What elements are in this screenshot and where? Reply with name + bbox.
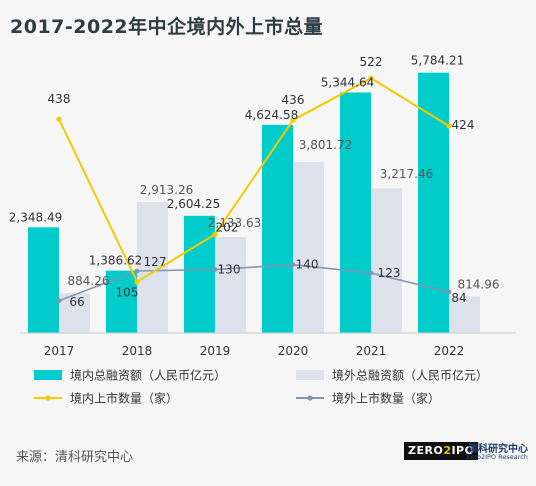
logo-mark-two: 2	[443, 444, 452, 457]
chart-svg: 2,348.49 884.26 1,386.62 2,913.262,604.25 2,…	[9, 54, 516, 406]
bar-domestic-2022	[418, 72, 449, 334]
legend-item-1-label: 境内总融资额（人民币亿元）	[70, 368, 226, 383]
label-domestic-amount-2019: 2,604.25	[167, 197, 220, 211]
label-overseas-count-2017: 66	[69, 295, 84, 309]
point-domestic-2022	[446, 123, 452, 129]
bar-overseas-2019	[215, 236, 246, 333]
point-overseas-2019	[212, 267, 218, 272]
label-domestic-count-2021: 522	[360, 55, 383, 69]
bar-domestic-2017	[28, 227, 59, 333]
label-domestic-amount-2022: 5,784.21	[411, 54, 464, 68]
bar-domestic-2018	[106, 270, 137, 333]
label-overseas-count-2022: 84	[451, 291, 466, 305]
line-domestic-count	[58, 77, 450, 284]
label-overseas-count-2020: 140	[296, 258, 319, 272]
bar-domestic-2021	[340, 92, 371, 333]
point-domestic-2018	[134, 279, 140, 285]
legend-item-3-marker	[45, 395, 51, 401]
label-overseas-count-2021: 123	[378, 266, 401, 280]
source-note: 来源：清科研究中心	[16, 450, 134, 465]
label-domestic-count-2018: 105	[116, 286, 139, 300]
label-domestic-count-2017: 438	[48, 92, 71, 106]
label-domestic-amount-2021: 5,344.64	[321, 75, 374, 89]
point-overseas-2017	[56, 298, 62, 304]
label-overseas-amount-2018: 2,913.26	[140, 183, 193, 197]
legend-item-2-swatch	[296, 370, 324, 380]
legend-item-2-label: 境外总融资额（人民币亿元）	[332, 368, 488, 383]
logo-chinese-name: 清科研究中心	[468, 444, 528, 455]
point-overseas-2020	[290, 262, 296, 268]
zero2ipo-logo: ZERO2IPO 清科研究中心 Zero2IPO Research	[404, 440, 530, 468]
bar-domestic-2020	[262, 124, 293, 334]
x-tick-2018: 2018	[122, 344, 153, 358]
point-overseas-2022	[446, 289, 452, 295]
label-domestic-amount-2018: 1,386.62	[89, 254, 142, 268]
point-domestic-2017	[56, 116, 62, 122]
point-overseas-2021	[368, 270, 374, 276]
bar-overseas-2017	[59, 293, 90, 333]
label-overseas-amount-2017: 884.26	[68, 274, 110, 288]
label-overseas-amount-2022: 814.96	[458, 277, 500, 291]
label-domestic-count-2020: 436	[282, 93, 305, 107]
label-overseas-amount-2019: 2,133.63	[208, 216, 261, 230]
label-domestic-count-2019: 202	[216, 220, 239, 234]
x-tick-2019: 2019	[200, 344, 231, 358]
bar-overseas-2020	[293, 161, 324, 333]
chart-title: 2017-2022年中企境内外上市总量	[10, 16, 324, 38]
line-overseas-count	[58, 263, 450, 302]
logo-mark: ZERO2IPO	[404, 442, 479, 460]
label-overseas-count-2018: 127	[144, 255, 167, 269]
point-domestic-2020	[290, 117, 296, 123]
bar-overseas-2021	[371, 188, 402, 333]
x-tick-2021: 2021	[356, 344, 387, 358]
x-tick-2020: 2020	[278, 344, 309, 358]
label-domestic-amount-2020: 4,624.58	[245, 108, 298, 122]
label-overseas-count-2019: 130	[218, 263, 241, 277]
point-domestic-2021	[368, 75, 374, 81]
label-overseas-amount-2021: 3,217.46	[380, 167, 433, 181]
logo-mark-right: IPO	[451, 444, 475, 457]
legend-item-1-swatch	[34, 370, 62, 380]
label-domestic-count-2022: 424	[452, 118, 475, 132]
bar-overseas-2018	[137, 201, 168, 333]
point-overseas-2018	[134, 268, 140, 274]
bar-domestic-2019	[184, 215, 215, 333]
point-domestic-2019	[212, 231, 218, 237]
logo-mark-left: ZERO	[408, 444, 444, 457]
legend-item-4-marker	[307, 395, 313, 401]
label-domestic-amount-2017: 2,348.49	[9, 210, 62, 224]
logo-english-name: Zero2IPO Research	[466, 453, 528, 461]
x-tick-2022: 2022	[434, 344, 465, 358]
bar-overseas-2022	[449, 296, 480, 333]
x-tick-2017: 2017	[44, 344, 75, 358]
legend-item-4-label: 境外上市数量（家）	[332, 391, 440, 406]
label-overseas-amount-2020: 3,801.72	[299, 138, 352, 152]
legend-item-3-label: 境内上市数量（家）	[70, 391, 178, 406]
